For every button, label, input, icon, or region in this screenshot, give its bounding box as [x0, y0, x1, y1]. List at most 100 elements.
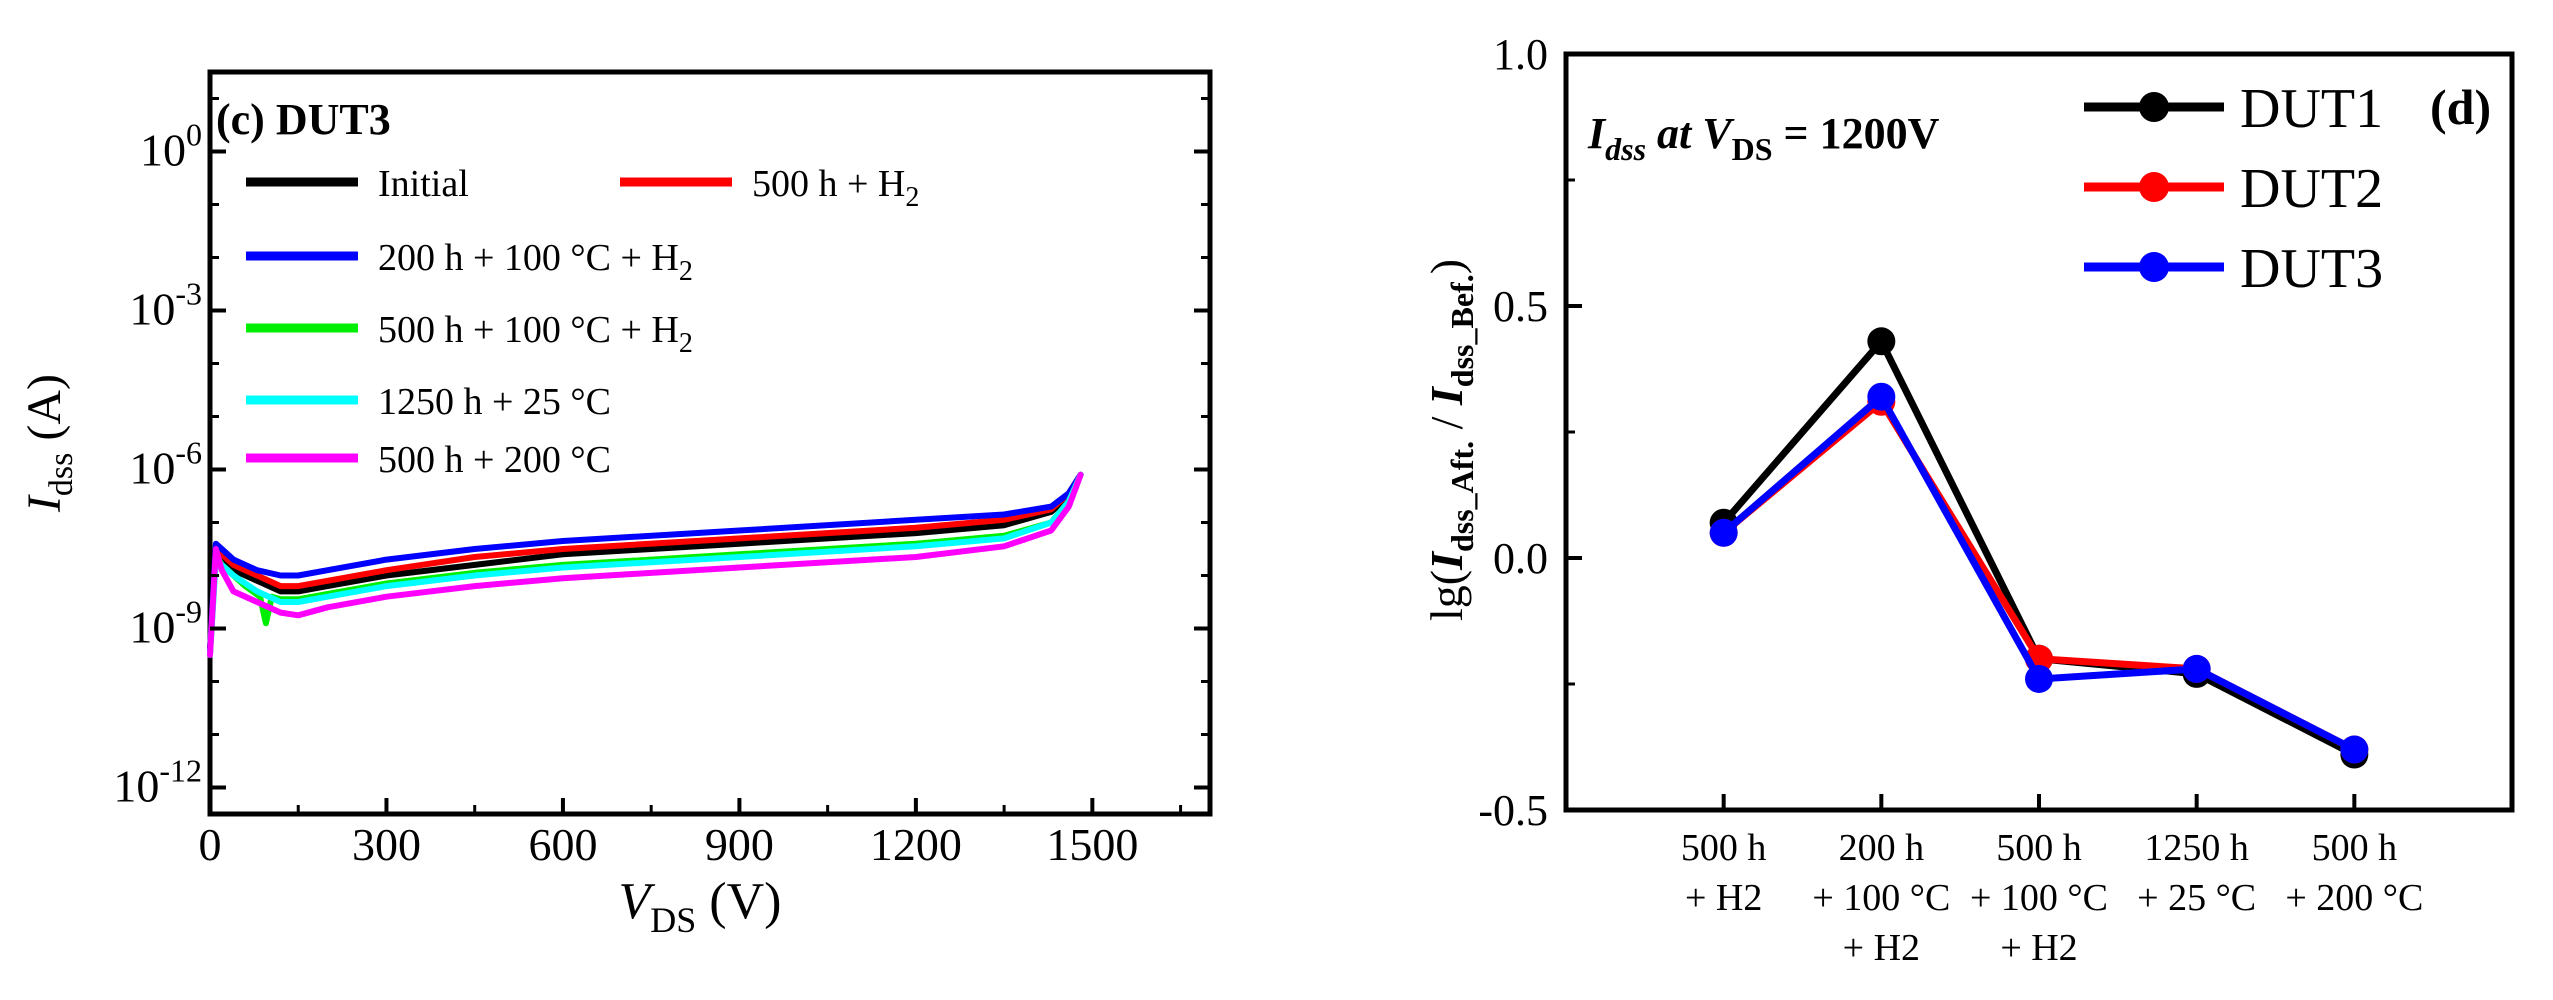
series-line-t1250_25c [207, 471, 1084, 658]
legend-label-main: 200 h + 100 °C + H [378, 237, 679, 279]
panel-d-y-label-i1: I [1421, 550, 1472, 571]
x-category-label: 500 h [1681, 827, 1767, 869]
series-line-dut3 [1721, 393, 2356, 753]
y-tick-label: 10-9 [129, 594, 202, 653]
legend-marker-dut3 [2139, 252, 2169, 282]
x-tick-label: 600 [528, 819, 597, 870]
legend-label: 200 h + 100 °C + H2 [378, 237, 693, 287]
panel-d-title: (d) [2430, 79, 2491, 135]
panel-c-y-label-unit: (A) [18, 374, 71, 453]
y-tick-label-base: 10 [140, 125, 186, 176]
data-point-dut3 [2182, 654, 2211, 683]
x-category-label: 1250 h [2144, 827, 2249, 869]
y-tick-label-exp: -12 [159, 753, 202, 789]
data-point-dut3 [2025, 664, 2053, 693]
panel-d-y-label-prefix: lg( [1421, 570, 1472, 621]
panel-c-y-axis-label: Idss (A) [18, 374, 80, 513]
legend-label: DUT2 [2240, 158, 2383, 220]
legend-label: 1250 h + 25 °C [378, 381, 611, 423]
legend-label-main: 500 h + H [752, 163, 905, 205]
y-tick-label: 0.0 [1493, 534, 1548, 583]
data-point-dut3 [2340, 735, 2369, 764]
x-category-label: + H2 [1685, 877, 1762, 919]
panel-c-x-axis-label: VDS (V) [619, 873, 782, 940]
panel-d-x-ticks: 500 h + H2 200 h + 100 °C + H2 500 h + 100 °C +… [1681, 794, 2423, 969]
legend-label-sub: 2 [905, 182, 919, 213]
panel-d-y-label-sep: / [1421, 405, 1472, 441]
data-point-dut3 [1867, 382, 1896, 411]
series-line-h2_500 [207, 471, 1084, 653]
panel-c-series-group [207, 471, 1084, 658]
series-line-h2_200_100c [207, 471, 1084, 653]
legend-label-sub: 2 [679, 328, 693, 359]
legend-label: 500 h + 100 °C + H2 [378, 309, 693, 359]
legend-label: 500 h + 200 °C [378, 439, 611, 481]
y-tick-label: 100 [140, 117, 202, 176]
panel-c-x-label-main: V [619, 873, 656, 930]
panel-d-legend: DUT1 DUT2 DUT3 [2084, 78, 2383, 300]
panel-d-y-axis-label: lg(Idss_Aft. / Idss_Bef.) [1421, 259, 1480, 621]
y-tick-label: -0.5 [1478, 786, 1548, 835]
y-tick-label-exp: -6 [175, 435, 202, 471]
data-point-dut3 [1709, 518, 1738, 547]
y-tick-label-base: 10 [113, 761, 159, 812]
x-category-label: 500 h [1996, 827, 2082, 869]
y-tick-label: 0.5 [1493, 282, 1548, 331]
panel-d-y-label-i2: I [1421, 385, 1472, 406]
panel-d-annotation: Idss at VDS = 1200V [1587, 109, 1940, 167]
y-tick-label-base: 10 [129, 443, 175, 494]
x-category-label: + 100 °C [1970, 877, 2108, 919]
panel-c-x-ticks: 0 300 600 900 1200 1500 [199, 798, 1183, 870]
x-tick-label: 900 [705, 819, 774, 870]
legend-label: DUT3 [2240, 238, 2383, 300]
x-category-label: + 100 °C [1812, 877, 1950, 919]
y-tick-label-exp: -9 [175, 594, 202, 630]
y-tick-label: 10-3 [129, 276, 202, 335]
y-tick-label-exp: -3 [175, 276, 202, 312]
legend-label-sub: 2 [679, 256, 693, 287]
y-tick-label: 10-12 [113, 753, 202, 812]
panel-c-x-label-unit: (V) [696, 873, 781, 930]
panel-d-series-group [1709, 327, 2369, 769]
y-tick-label: 1.0 [1493, 30, 1548, 79]
legend-label: Initial [378, 163, 469, 205]
panel-d-annotation-i: I [1587, 109, 1607, 158]
panel-c-title: (c) DUT3 [216, 95, 391, 144]
x-category-label: + 25 °C [2137, 877, 2256, 919]
x-tick-label: 1500 [1046, 819, 1138, 870]
y-tick-label-base: 10 [129, 602, 175, 653]
series-line-initial [207, 471, 1084, 653]
x-category-label: 500 h [2312, 827, 2398, 869]
panel-c-y-label-main: I [18, 494, 71, 513]
panel-d-annotation-mid: at V [1646, 109, 1735, 158]
panel-d-lg-ratio: -0.5 0.0 0.5 1.0 500 h + H2 200 h + 100 °C + H2… [1421, 30, 2515, 969]
data-point-dut1 [1867, 327, 1896, 356]
panel-d-y-label-i2-sub: dss_Bef. [1444, 274, 1480, 387]
panel-d-annotation-tail: = 1200V [1773, 109, 1940, 158]
x-category-label: + 200 °C [2285, 877, 2423, 919]
series-line-t500_200c [207, 471, 1084, 658]
panel-c-plot-frame [207, 69, 1213, 817]
legend-marker-dut2 [2139, 172, 2169, 202]
x-tick-label: 300 [352, 819, 421, 870]
legend-label: DUT1 [2240, 78, 2383, 140]
legend-marker-dut1 [2139, 92, 2169, 122]
panel-d-y-ticks: -0.5 0.0 0.5 1.0 [1478, 30, 1582, 835]
legend-label: 500 h + H2 [752, 163, 919, 213]
panel-d-y-label-suffix: ) [1421, 259, 1472, 274]
x-tick-label: 0 [199, 819, 222, 870]
panel-d-y-label-i1-sub: dss_Aft. [1444, 441, 1480, 552]
panel-d-annotation-v-sub: DS [1732, 131, 1773, 167]
y-tick-label: 10-6 [129, 435, 202, 494]
x-category-label: 200 h [1839, 827, 1925, 869]
panel-d-annotation-i-sub: dss [1605, 131, 1646, 167]
x-category-label: + H2 [2000, 927, 2077, 969]
legend-label-main: 500 h + 100 °C + H [378, 309, 679, 351]
y-tick-label-base: 10 [129, 284, 175, 335]
x-tick-label: 1200 [870, 819, 962, 870]
x-category-label: + H2 [1843, 927, 1920, 969]
